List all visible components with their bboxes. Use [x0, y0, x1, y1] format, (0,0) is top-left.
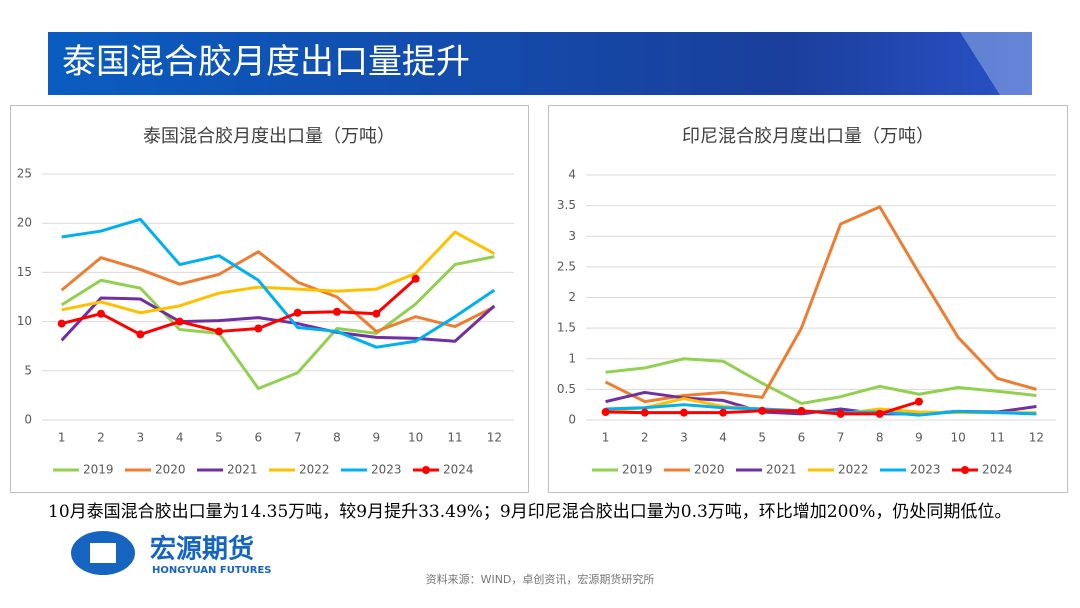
point-marker	[293, 308, 302, 317]
x-tick-label: 8	[876, 431, 884, 445]
point-marker	[97, 309, 105, 318]
legend-label: 2022	[299, 463, 330, 477]
x-tick-label: 12	[487, 431, 502, 445]
x-tick-label: 12	[1029, 431, 1044, 445]
header-banner	[48, 32, 1032, 95]
y-tick-label: 5	[24, 363, 32, 377]
x-tick-label: 4	[176, 431, 184, 445]
point-marker	[914, 397, 923, 406]
legend-label: 2019	[622, 463, 653, 477]
point-marker	[372, 309, 381, 318]
x-tick-label: 4	[719, 431, 727, 445]
x-tick-label: 5	[758, 431, 766, 445]
header-stripe	[960, 32, 1032, 95]
logo-name: 宏源期货	[150, 534, 254, 565]
y-tick-label: 2.5	[557, 259, 576, 273]
header-title: 泰国混合胶月度出口量提升	[62, 42, 470, 82]
x-tick-label: 10	[950, 431, 965, 445]
y-tick-label: 25	[17, 167, 32, 181]
point-marker	[601, 408, 610, 417]
point-marker	[797, 406, 806, 415]
point-marker	[254, 324, 263, 333]
logo-icon-inner	[90, 543, 116, 563]
point-marker	[875, 409, 884, 418]
y-tick-label: 2	[568, 290, 576, 304]
x-tick-label: 3	[680, 431, 688, 445]
legend-marker	[961, 466, 969, 474]
x-tick-label: 7	[837, 431, 845, 445]
legend-label: 2020	[155, 463, 186, 477]
point-marker	[679, 408, 688, 417]
x-tick-label: 6	[255, 431, 263, 445]
point-marker	[758, 406, 767, 415]
x-tick-label: 1	[602, 431, 610, 445]
chart-panel	[10, 105, 529, 493]
chart-panel	[548, 105, 1068, 493]
x-tick-label: 10	[408, 431, 423, 445]
y-tick-label: 1.5	[557, 321, 576, 335]
series-line	[61, 217, 496, 349]
legend-label: 2022	[838, 463, 869, 477]
point-marker	[175, 317, 184, 326]
y-tick-label: 4	[568, 168, 576, 182]
y-tick-label: 20	[17, 216, 32, 230]
chart-title: 印尼混合胶月度出口量（万吨）	[682, 126, 934, 147]
chart-title: 泰国混合胶月度出口量（万吨）	[143, 126, 395, 147]
x-tick-label: 5	[215, 431, 223, 445]
x-tick-label: 7	[294, 431, 302, 445]
legend-marker	[422, 466, 430, 474]
y-tick-label: 15	[17, 265, 32, 279]
x-tick-label: 9	[373, 431, 381, 445]
legend-label: 2023	[371, 463, 402, 477]
point-marker	[215, 327, 223, 336]
x-tick-label: 2	[97, 431, 105, 445]
series-line	[60, 255, 495, 391]
legend-label: 2024	[982, 463, 1013, 477]
series-line	[60, 250, 496, 333]
point-marker	[640, 408, 649, 417]
y-tick-label: 10	[17, 314, 32, 328]
point-marker	[136, 330, 145, 339]
y-tick-label: 1	[568, 351, 576, 365]
y-tick-label: 3.5	[557, 198, 576, 212]
y-tick-label: 0.5	[557, 382, 576, 396]
x-tick-label: 8	[333, 431, 341, 445]
legend-label: 2020	[694, 463, 725, 477]
point-marker	[719, 408, 728, 417]
y-tick-label: 0	[24, 413, 32, 427]
source: 资料来源：WIND，卓创资讯，宏源期货研究所	[426, 572, 655, 586]
series-line	[61, 277, 417, 336]
x-tick-label: 2	[641, 431, 649, 445]
y-tick-label: 0	[568, 413, 576, 427]
point-marker	[57, 319, 66, 328]
legend-label: 2019	[83, 463, 114, 477]
legend-label: 2021	[766, 463, 797, 477]
x-tick-label: 3	[137, 431, 145, 445]
x-tick-label: 11	[990, 431, 1005, 445]
legend-label: 2023	[910, 463, 941, 477]
logo: 宏源期货 HONGYUAN FUTURES	[71, 531, 272, 576]
y-tick-label: 3	[568, 229, 576, 243]
caption: 10月泰国混合胶出口量为14.35万吨，较9月提升33.49%；9月印尼混合胶出…	[48, 502, 1012, 522]
point-marker	[411, 274, 420, 283]
legend-label: 2024	[443, 463, 474, 477]
point-marker	[333, 307, 341, 316]
series-line	[61, 230, 496, 315]
legend-label: 2021	[227, 463, 258, 477]
x-tick-label: 6	[798, 431, 806, 445]
series-line	[605, 357, 1037, 405]
x-tick-label: 11	[447, 431, 462, 445]
point-marker	[836, 409, 845, 418]
x-tick-label: 1	[58, 431, 66, 445]
logo-english: HONGYUAN FUTURES	[152, 565, 272, 576]
x-tick-label: 9	[915, 431, 923, 445]
